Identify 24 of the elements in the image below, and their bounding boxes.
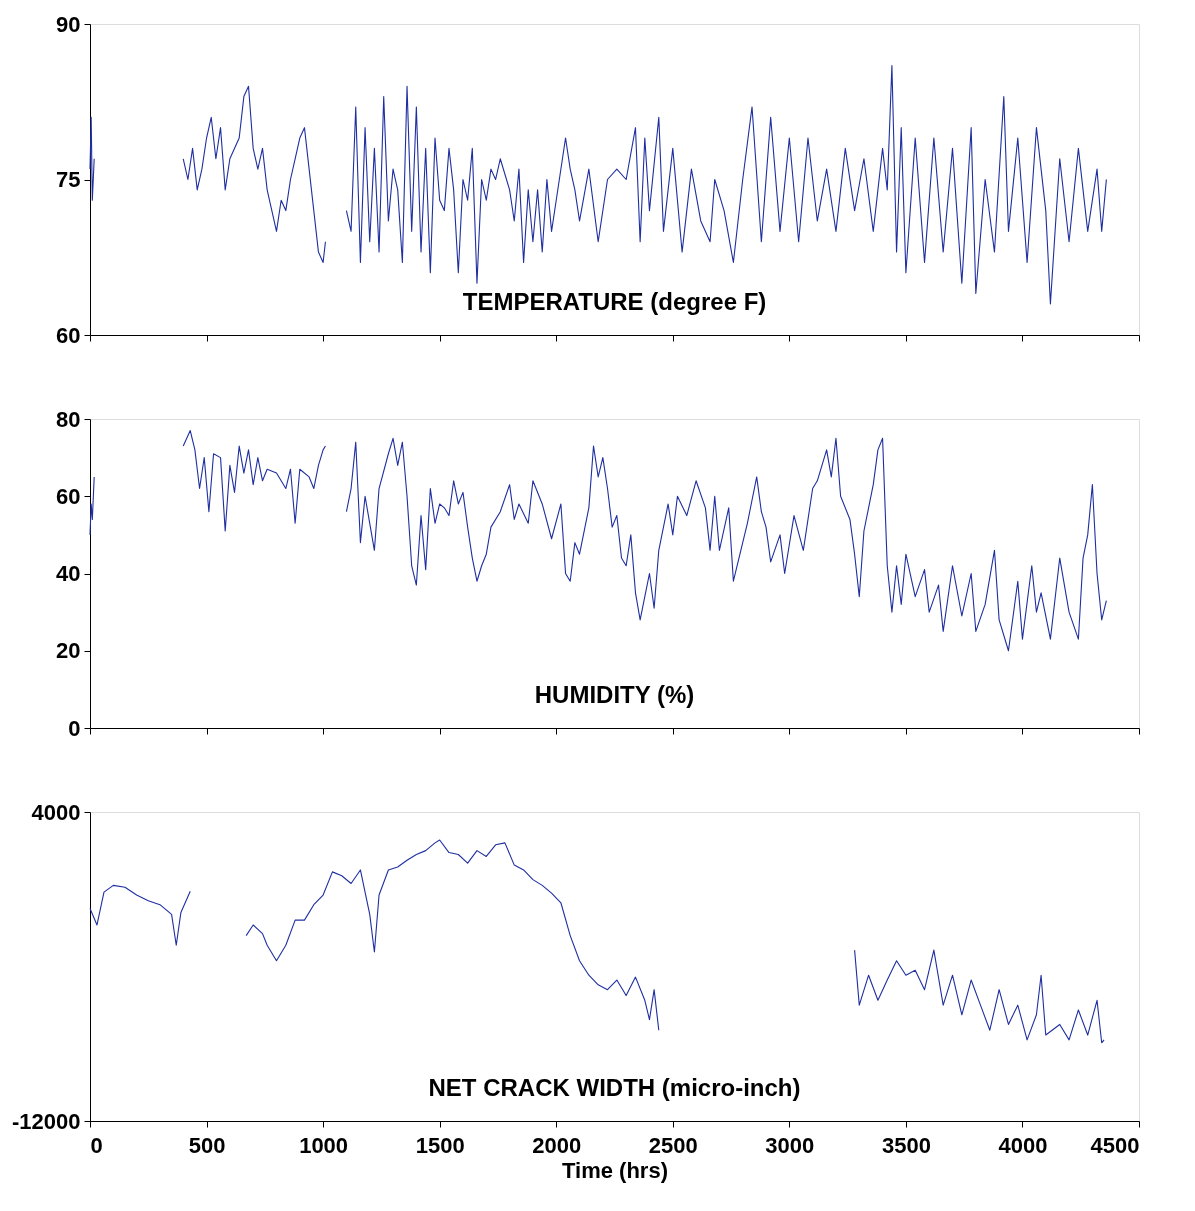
y-tick-label: 4000 bbox=[31, 799, 81, 825]
x-axis-title: Time (hrs) bbox=[562, 1157, 668, 1183]
x-tick-label: 3500 bbox=[881, 1132, 931, 1158]
x-tick-label: 500 bbox=[188, 1132, 226, 1158]
y-tick-label: 40 bbox=[56, 561, 81, 586]
text: TEMPERATURE (degree F) bbox=[462, 288, 767, 315]
y-tick-label: 80 bbox=[56, 406, 81, 432]
y-tick-label: 0 bbox=[68, 715, 81, 741]
text: NET CRACK WIDTH (micro-inch) bbox=[428, 1074, 801, 1101]
y-tick-label: 90 bbox=[56, 11, 81, 37]
y-tick-label: 20 bbox=[56, 638, 81, 664]
x-tick-label: 0 bbox=[90, 1132, 103, 1158]
y-tick-label: 60 bbox=[56, 322, 81, 348]
x-tick-label: 4500 bbox=[1090, 1132, 1140, 1158]
x-tick-label: 4000 bbox=[998, 1132, 1048, 1158]
x-tick-label: 1000 bbox=[299, 1132, 349, 1158]
x-tick-label: 1500 bbox=[415, 1132, 465, 1158]
y-tick-label: 75 bbox=[56, 167, 81, 192]
y-tick-label: 60 bbox=[56, 483, 81, 509]
text: HUMIDITY (%) bbox=[534, 681, 695, 708]
x-tick-label: 3000 bbox=[765, 1132, 815, 1158]
x-tick-label: 2000 bbox=[532, 1132, 582, 1158]
x-tick-label: 2500 bbox=[648, 1132, 698, 1158]
y-tick-label: -12000 bbox=[11, 1108, 81, 1134]
